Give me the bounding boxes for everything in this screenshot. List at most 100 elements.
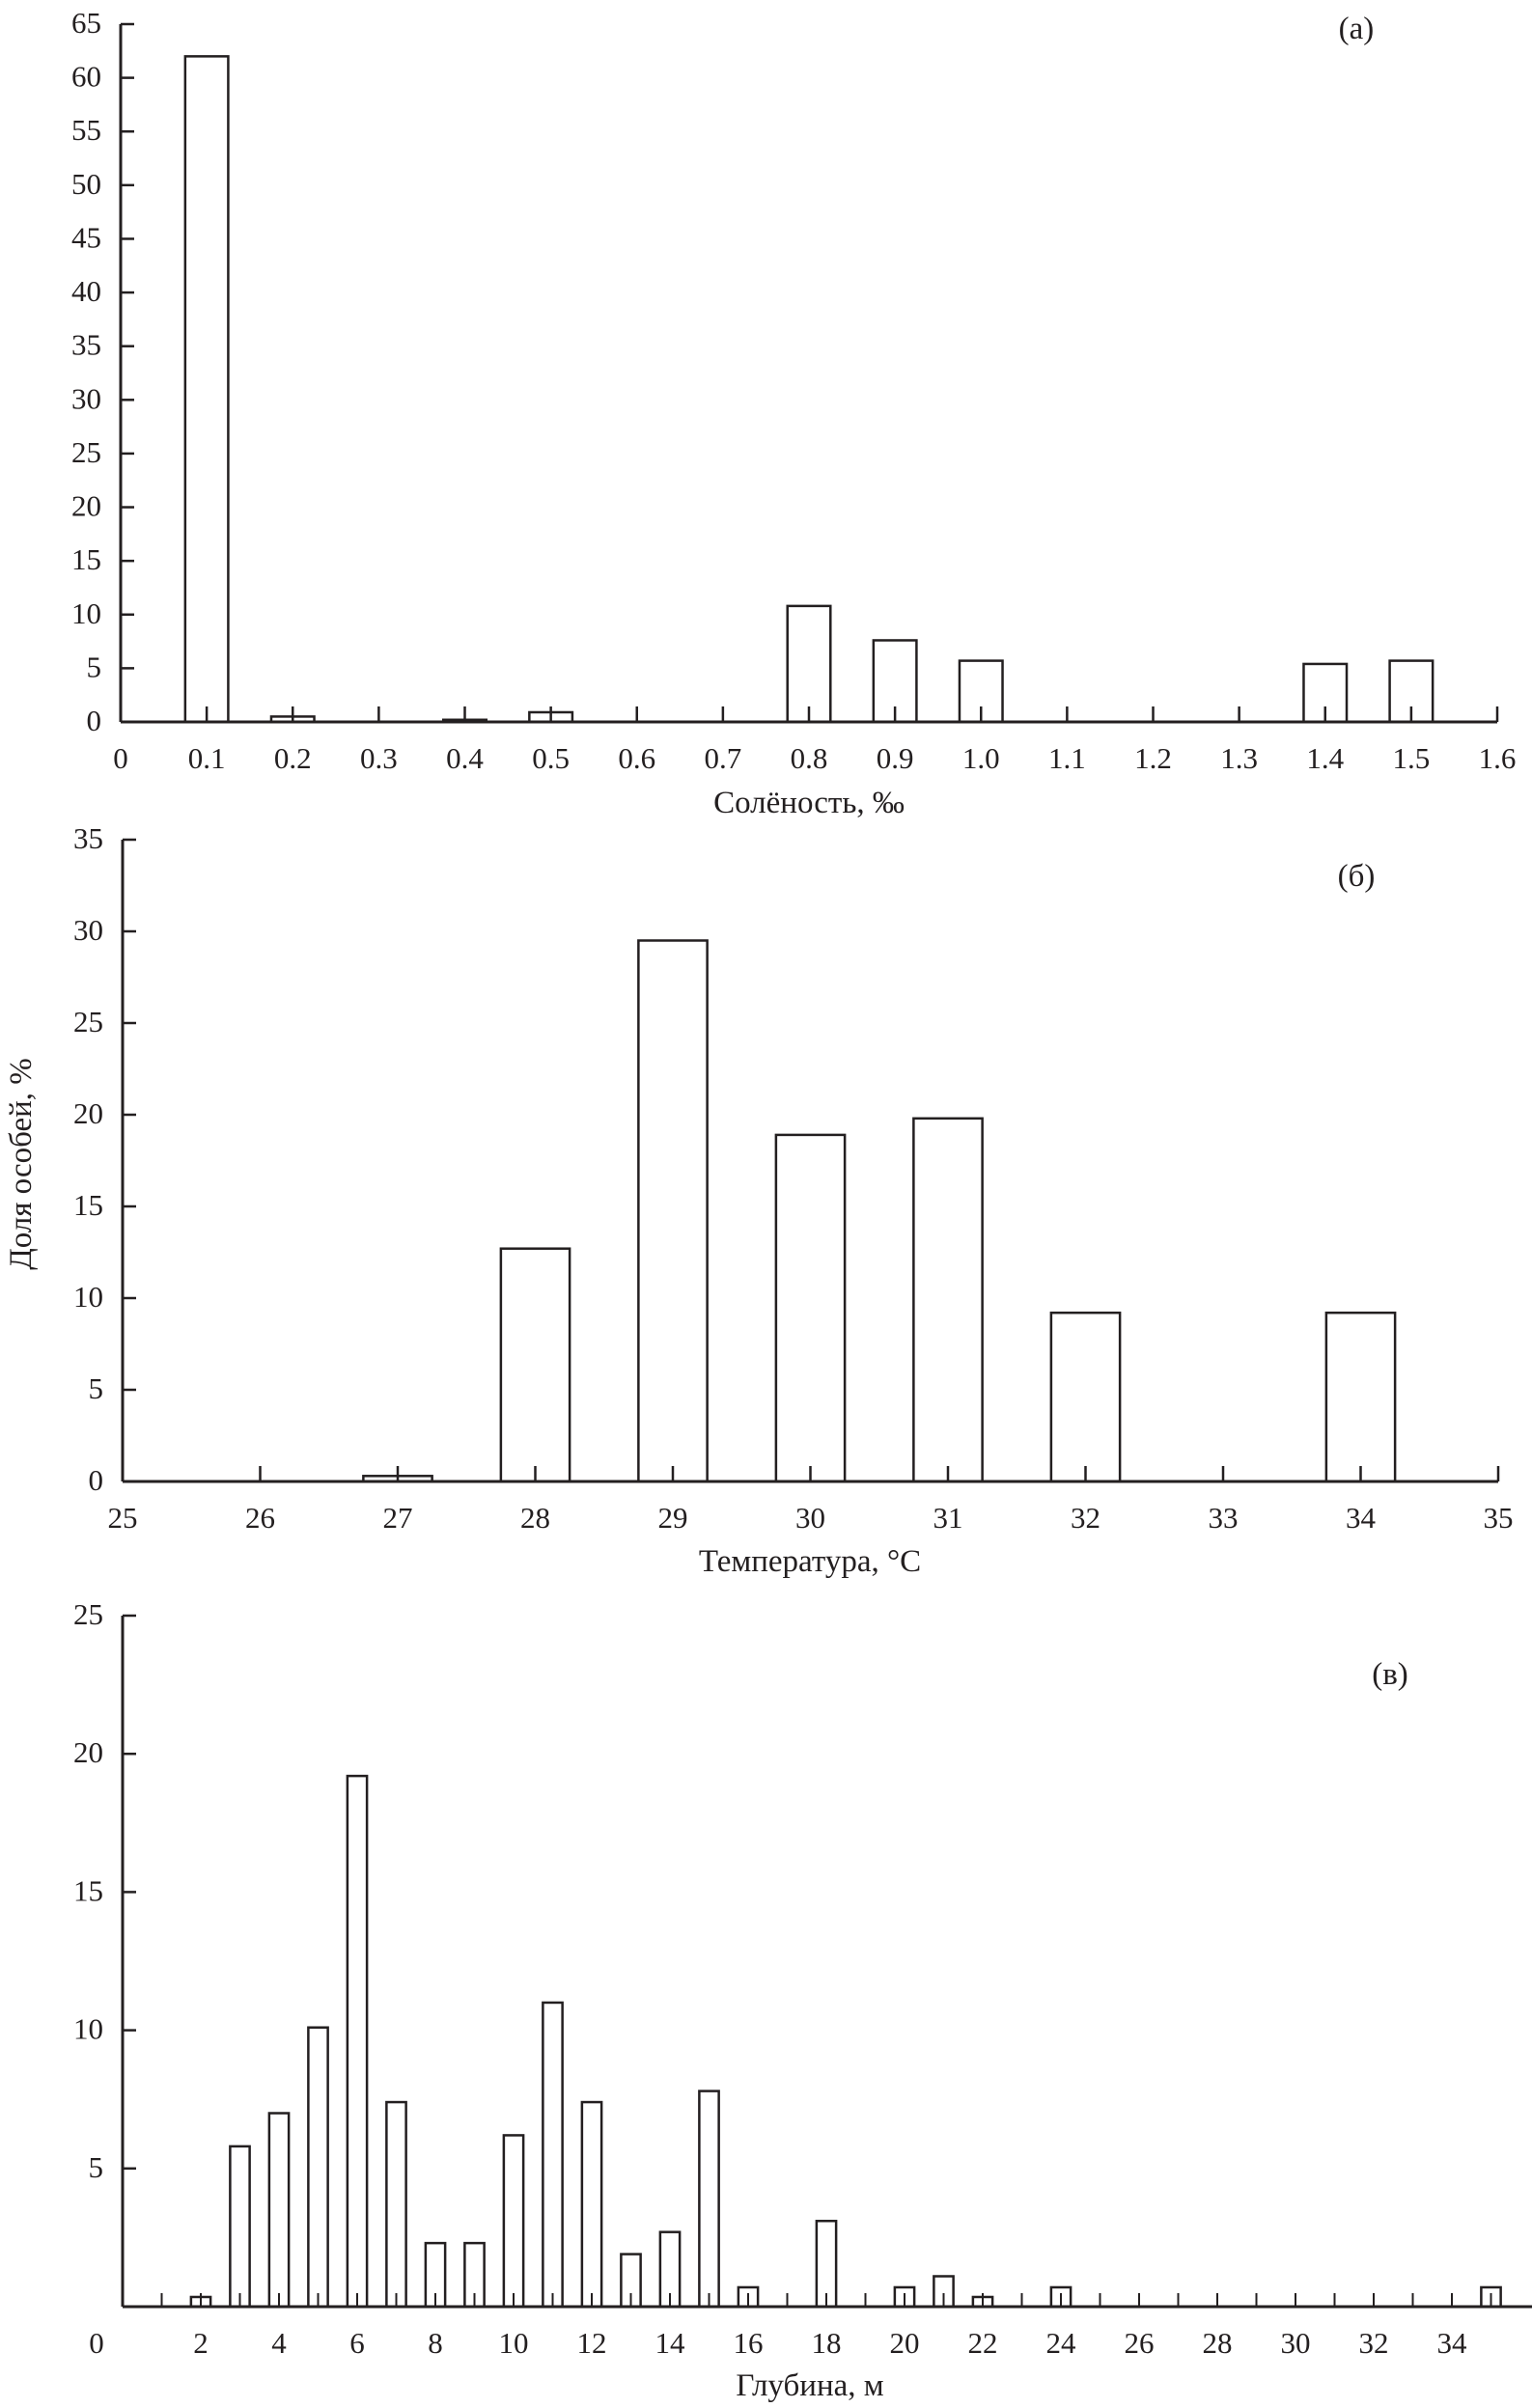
x-tick-label: 1.0: [962, 741, 1000, 775]
x-tick-label: 1.6: [1479, 741, 1517, 775]
x-tick-label: 26: [245, 1501, 275, 1535]
x-axis-label: Глубина, м: [736, 2368, 883, 2403]
x-tick-label: 31: [933, 1501, 963, 1535]
x-tick-label: 12: [577, 2326, 607, 2360]
bar: [229, 2145, 251, 2309]
x-tick-label: 0.2: [274, 741, 312, 775]
bar: [637, 939, 709, 1483]
panel-b: 0 5 10 15 20 25 30 35 25 26 27 28 29 30 31 32 33 34 35 Темп…: [73, 821, 1514, 1579]
x-tick-label: 8: [428, 2326, 443, 2360]
bar: [542, 2001, 564, 2309]
bar: [774, 1133, 847, 1483]
x-tick-label: 0.5: [532, 741, 570, 775]
y-tick-label: 5: [89, 1371, 104, 1405]
bar: [1324, 1311, 1397, 1483]
bar: [1049, 1311, 1122, 1483]
x-tick-label: 0.7: [705, 741, 742, 775]
x-tick-label: 0.1: [188, 741, 226, 775]
y-tick-label: 0: [87, 704, 102, 737]
y-tick-label: 25: [73, 1005, 103, 1038]
x-tick-label: 16: [734, 2326, 764, 2360]
y-axis-label: Доля особей, %: [4, 1058, 39, 1270]
x-tick-label: 30: [795, 1501, 825, 1535]
bar: [912, 1117, 984, 1483]
y-tick-label: 35: [73, 821, 103, 855]
bar: [346, 1774, 369, 2309]
bar: [786, 604, 832, 724]
y-tick-label: 10: [71, 596, 101, 630]
x-tick-label: 20: [890, 2326, 920, 2360]
y-tick-label: 15: [73, 1873, 103, 1907]
y-tick-label: 45: [71, 220, 101, 254]
x-tick-label: 18: [812, 2326, 842, 2360]
x-tick-label: 1.3: [1220, 741, 1258, 775]
x-tick-label: 1.2: [1134, 741, 1172, 775]
y-tick-label: 50: [71, 167, 101, 201]
bar: [502, 2134, 525, 2309]
y-tick-label: 60: [71, 60, 101, 94]
y-tick-label: 30: [71, 381, 101, 415]
y-tick-label: 30: [73, 913, 103, 947]
x-tick-label: 32: [1071, 1501, 1100, 1535]
x-tick-label: 24: [1046, 2326, 1077, 2360]
x-tick-label: 1.4: [1306, 741, 1344, 775]
panel-label: (в): [1372, 1657, 1408, 1692]
x-tick-label: 0: [89, 2326, 104, 2360]
x-tick-label: 32: [1359, 2326, 1389, 2360]
y-tick-label: 25: [73, 1597, 103, 1631]
x-tick-label: 35: [1484, 1501, 1514, 1535]
x-tick-label: 0.8: [791, 741, 828, 775]
bar: [698, 2090, 720, 2309]
y-tick-label: 10: [73, 1280, 103, 1314]
x-tick-label: 25: [108, 1501, 138, 1535]
x-tick-label: 30: [1281, 2326, 1311, 2360]
y-tick-label: 15: [71, 542, 101, 576]
bar: [580, 2100, 603, 2309]
y-tick-label: 55: [71, 113, 101, 147]
y-tick-label: 65: [71, 6, 101, 40]
bar: [499, 1247, 571, 1483]
panel-label: (а): [1339, 12, 1375, 46]
bar: [267, 2112, 291, 2309]
x-tick-label: 28: [1203, 2326, 1233, 2360]
panel-label: (б): [1338, 859, 1376, 894]
x-tick-label: 0.3: [360, 741, 398, 775]
y-tick-label: 5: [89, 2150, 104, 2184]
x-axis-label: Температура, °C: [699, 1544, 921, 1579]
y-tick-label: 35: [71, 328, 101, 362]
y-tick-label: 0: [89, 1463, 104, 1497]
bar: [385, 2100, 407, 2309]
x-tick-label: 10: [499, 2326, 529, 2360]
x-tick-label: 4: [271, 2326, 287, 2360]
x-tick-label: 33: [1209, 1501, 1239, 1535]
panel-a: 0 5 10 15 20 25 30 35 40 45 50 55 60 65 0 0.1 0.2 0.3 0.4 0…: [71, 6, 1516, 820]
x-axis-label: Солёность, ‰: [713, 786, 905, 820]
x-tick-label: 2: [193, 2326, 209, 2360]
x-tick-label: 6: [349, 2326, 365, 2360]
y-tick-label: 5: [87, 650, 102, 683]
x-tick-label: 22: [968, 2326, 998, 2360]
x-tick-label: 34: [1346, 1501, 1377, 1535]
y-tick-label: 10: [73, 2012, 103, 2046]
x-tick-label: 0.6: [618, 741, 655, 775]
x-tick-label: 0.4: [446, 741, 484, 775]
bar: [183, 55, 230, 724]
x-tick-label: 27: [383, 1501, 413, 1535]
x-tick-label: 34: [1437, 2326, 1468, 2360]
y-tick-label: 20: [73, 1735, 103, 1769]
bar: [307, 2026, 329, 2309]
x-tick-label: 0: [113, 741, 128, 775]
x-tick-label: 1.1: [1048, 741, 1086, 775]
x-tick-label: 29: [658, 1501, 688, 1535]
x-tick-label: 1.5: [1393, 741, 1431, 775]
y-tick-label: 40: [71, 274, 101, 308]
y-tick-label: 20: [71, 489, 101, 523]
y-tick-label: 25: [71, 435, 101, 469]
x-tick-label: 26: [1125, 2326, 1155, 2360]
y-tick-label: 15: [73, 1188, 103, 1222]
x-tick-label: 0.9: [877, 741, 914, 775]
y-tick-label: 20: [73, 1096, 103, 1130]
x-tick-label: 14: [655, 2326, 686, 2360]
